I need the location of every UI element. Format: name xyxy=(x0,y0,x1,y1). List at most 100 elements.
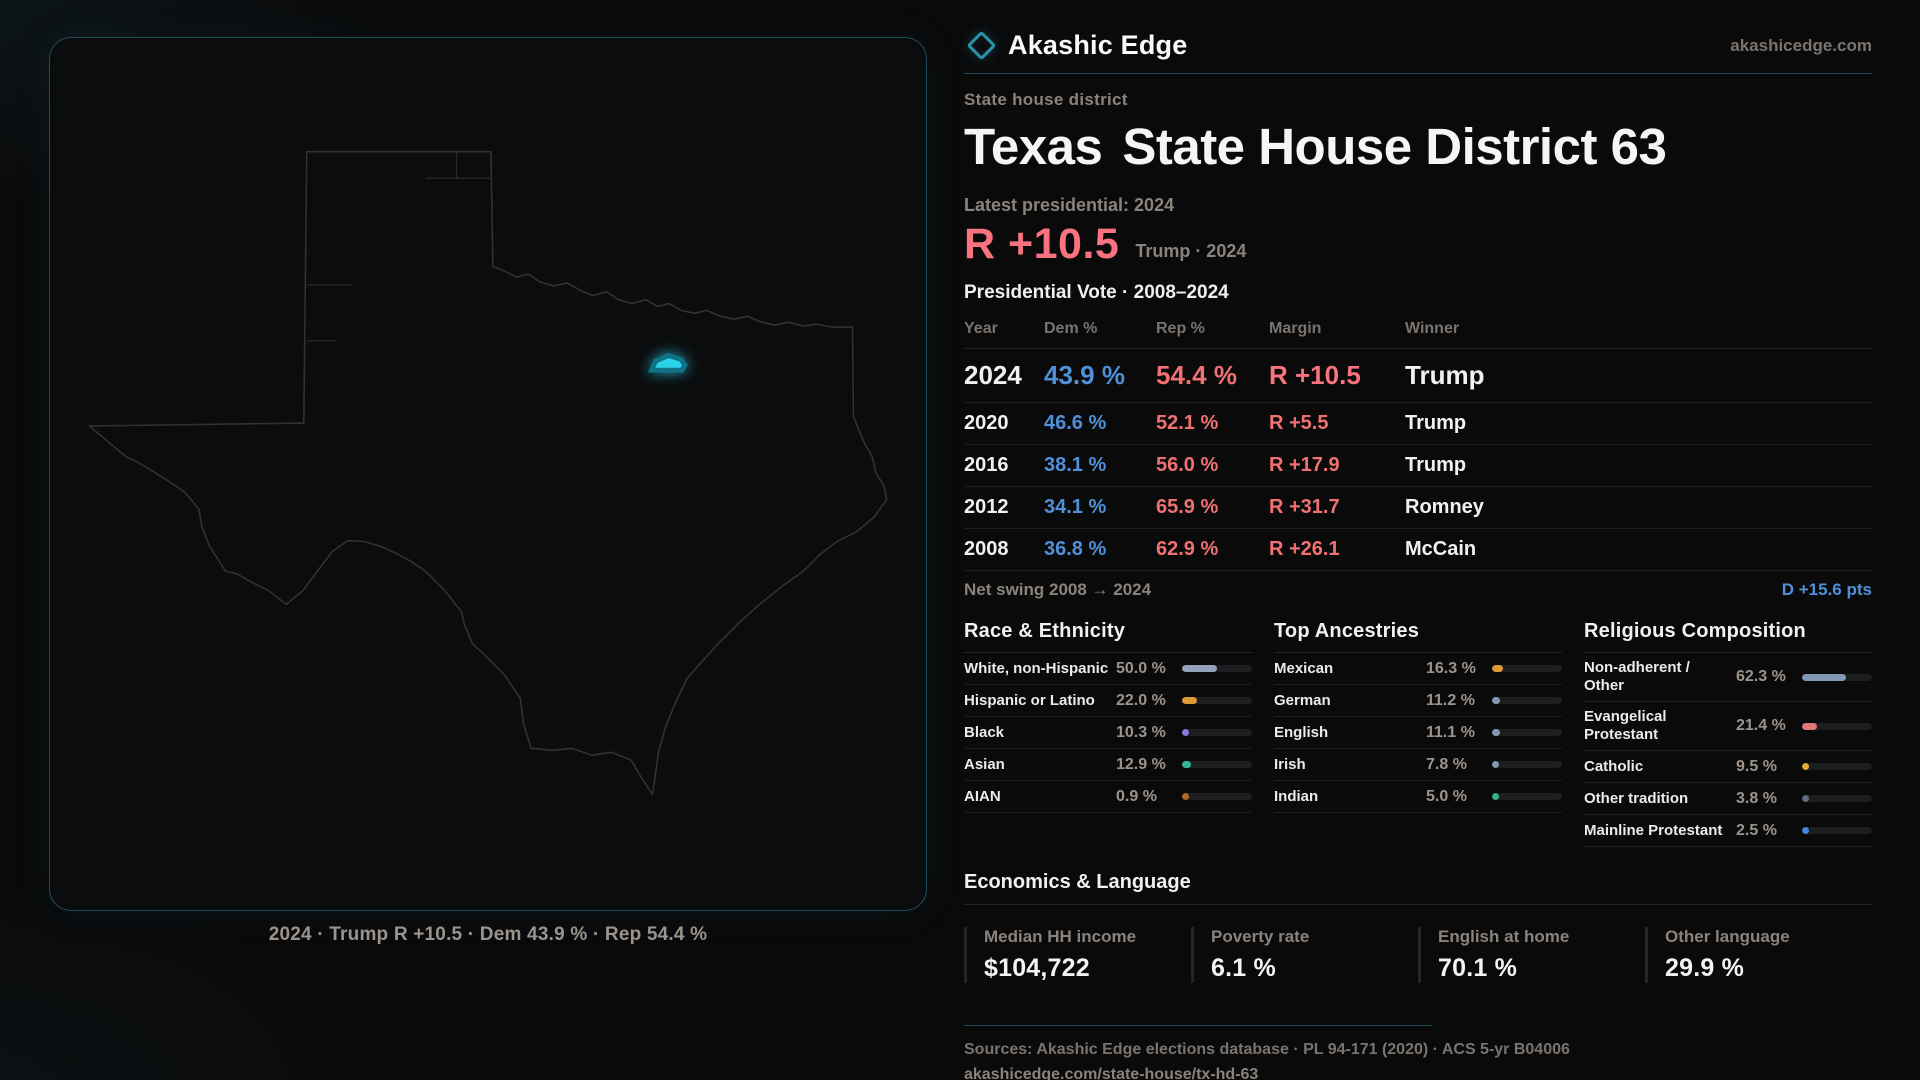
table-row: 2024 43.9 % 54.4 % R +10.5 Trump xyxy=(964,349,1872,403)
demo-label: Mexican xyxy=(1274,659,1334,677)
cell-margin: R +10.5 xyxy=(1269,360,1361,390)
demo-value: 22.0 % xyxy=(1116,691,1166,709)
cell-rep: 56.0 % xyxy=(1156,454,1219,476)
cell-dem: 43.9 % xyxy=(1044,360,1125,390)
demo-value: 2.5 % xyxy=(1736,821,1777,839)
cell-year: 2008 xyxy=(964,538,1009,560)
headline-context: Trump · 2024 xyxy=(1135,241,1247,261)
map-caption: 2024 · Trump R +10.5 · Dem 43.9 % · Rep … xyxy=(268,924,708,945)
demo-label: German xyxy=(1274,691,1331,709)
cell-dem: 34.1 % xyxy=(1044,496,1107,518)
demo-label: Non-adherent / Other xyxy=(1584,659,1690,694)
demo-bar-track xyxy=(1492,665,1562,672)
demo-label: Other tradition xyxy=(1584,789,1689,807)
demo-bar-track xyxy=(1182,793,1252,800)
cell-winner: Trump xyxy=(1405,454,1467,476)
stat-value: 29.9 % xyxy=(1665,954,1745,982)
demographic-row: Mainline Protestant 2.5 % xyxy=(1584,815,1872,847)
header-divider xyxy=(964,73,1872,74)
demo-bar-fill xyxy=(1492,697,1500,704)
demo-value: 3.8 % xyxy=(1736,789,1777,807)
demo-bar-track xyxy=(1802,673,1872,681)
headline-margin-row: R +10.5 Trump · 2024 xyxy=(964,220,1872,269)
demo-value: 11.2 % xyxy=(1426,691,1475,709)
cell-dem: 46.6 % xyxy=(1044,412,1107,434)
demo-value: 16.3 % xyxy=(1426,659,1476,677)
cell-year: 2024 xyxy=(964,360,1022,390)
texas-map xyxy=(88,150,888,796)
cell-year: 2016 xyxy=(964,454,1009,476)
cell-rep: 54.4 % xyxy=(1156,360,1237,390)
demo-label: Mainline Protestant xyxy=(1584,821,1723,839)
page-title-district: State House District 63 xyxy=(1122,118,1667,175)
net-swing-value: D +15.6 pts xyxy=(1781,580,1872,599)
column-header-margin: Margin xyxy=(1269,320,1322,337)
presidential-vote-table: Year Dem % Rep % Margin Winner 2024 43.9… xyxy=(964,314,1872,571)
cell-rep: 65.9 % xyxy=(1156,496,1219,518)
demo-bar-fill xyxy=(1492,729,1500,736)
demographic-row: German 11.2 % xyxy=(1274,685,1562,717)
demo-label: Evangelical Protestant xyxy=(1584,708,1667,743)
panel-title: Religious Composition xyxy=(1584,620,1872,653)
demo-value: 21.4 % xyxy=(1736,717,1786,734)
stat-label: Median HH income xyxy=(984,927,1137,946)
column-header-rep: Rep % xyxy=(1156,320,1205,337)
top-ancestries-panel: Top Ancestries Mexican 16.3 % German 11.… xyxy=(1274,620,1562,847)
demo-bar-fill xyxy=(1492,665,1504,672)
demographics-section: Race & Ethnicity White, non-Hispanic 50.… xyxy=(964,620,1872,847)
column-header-winner: Winner xyxy=(1405,320,1460,337)
headline-margin-value: R +10.5 xyxy=(964,220,1120,268)
latest-presidential-label: Latest presidential: 2024 xyxy=(964,195,1175,215)
cell-rep: 52.1 % xyxy=(1156,412,1219,434)
demographic-row: Indian 5.0 % xyxy=(1274,781,1562,813)
brand-domain-link[interactable]: akashicedge.com xyxy=(1730,35,1872,55)
table-header-row: Year Dem % Rep % Margin Winner xyxy=(964,314,1872,349)
cell-winner: Trump xyxy=(1405,360,1485,390)
stat-label: Poverty rate xyxy=(1211,927,1310,946)
brand-name: Akashic Edge xyxy=(1008,30,1188,60)
demographic-row: Other tradition 3.8 % xyxy=(1584,783,1872,815)
demo-value: 5.0 % xyxy=(1426,787,1467,805)
demo-value: 9.5 % xyxy=(1736,757,1777,775)
diamond-logo-icon xyxy=(966,30,997,61)
district-kicker: State house district xyxy=(964,90,1128,109)
demographic-row: Non-adherent / Other 62.3 % xyxy=(1584,653,1872,702)
permalink[interactable]: akashicedge.com/state-house/tx-hd-63 xyxy=(964,1066,1259,1080)
district-63-highlight xyxy=(647,352,688,373)
demo-bar-fill xyxy=(1802,722,1817,730)
panel-title: Race & Ethnicity xyxy=(964,620,1252,653)
cell-margin: R +31.7 xyxy=(1269,496,1340,518)
demo-bar-track xyxy=(1492,793,1562,800)
demo-bar-track xyxy=(1492,697,1562,704)
cell-winner: Romney xyxy=(1405,496,1484,518)
cell-winner: Trump xyxy=(1405,412,1467,434)
net-swing-label: Net swing 2008 → 2024 xyxy=(964,580,1152,599)
column-header-year: Year xyxy=(964,320,998,337)
cell-margin: R +26.1 xyxy=(1269,538,1340,560)
stat-value: 70.1 % xyxy=(1438,954,1518,982)
net-swing-row: Net swing 2008 → 2024 D +15.6 pts xyxy=(964,571,1872,608)
vote-table-title: Presidential Vote · 2008–2024 xyxy=(964,282,1229,303)
demo-bar-fill xyxy=(1182,729,1190,736)
demo-bar-track xyxy=(1492,729,1562,736)
footer-divider xyxy=(964,1025,1432,1026)
cell-year: 2012 xyxy=(964,496,1009,518)
cell-margin: R +5.5 xyxy=(1269,412,1329,434)
demo-label: Irish xyxy=(1274,755,1306,773)
table-row: 2016 38.1 % 56.0 % R +17.9 Trump xyxy=(964,445,1872,487)
demo-bar-fill xyxy=(1802,795,1809,802)
demo-bar-track xyxy=(1182,697,1252,704)
demographic-row: White, non-Hispanic 50.0 % xyxy=(964,653,1252,685)
demo-bar-fill xyxy=(1802,827,1809,834)
cell-rep: 62.9 % xyxy=(1156,538,1219,560)
demographic-row: Asian 12.9 % xyxy=(964,749,1252,781)
report-footer: Sources: Akashic Edge elections database… xyxy=(964,1025,1872,1080)
demographic-row: AIAN 0.9 % xyxy=(964,781,1252,813)
county-boundary-lines xyxy=(306,151,492,342)
demo-value: 10.3 % xyxy=(1116,723,1166,741)
cell-margin: R +17.9 xyxy=(1269,454,1340,476)
table-row: 2008 36.8 % 62.9 % R +26.1 McCain xyxy=(964,529,1872,571)
demographic-row: Catholic 9.5 % xyxy=(1584,751,1872,783)
table-row: 2020 46.6 % 52.1 % R +5.5 Trump xyxy=(964,403,1872,445)
